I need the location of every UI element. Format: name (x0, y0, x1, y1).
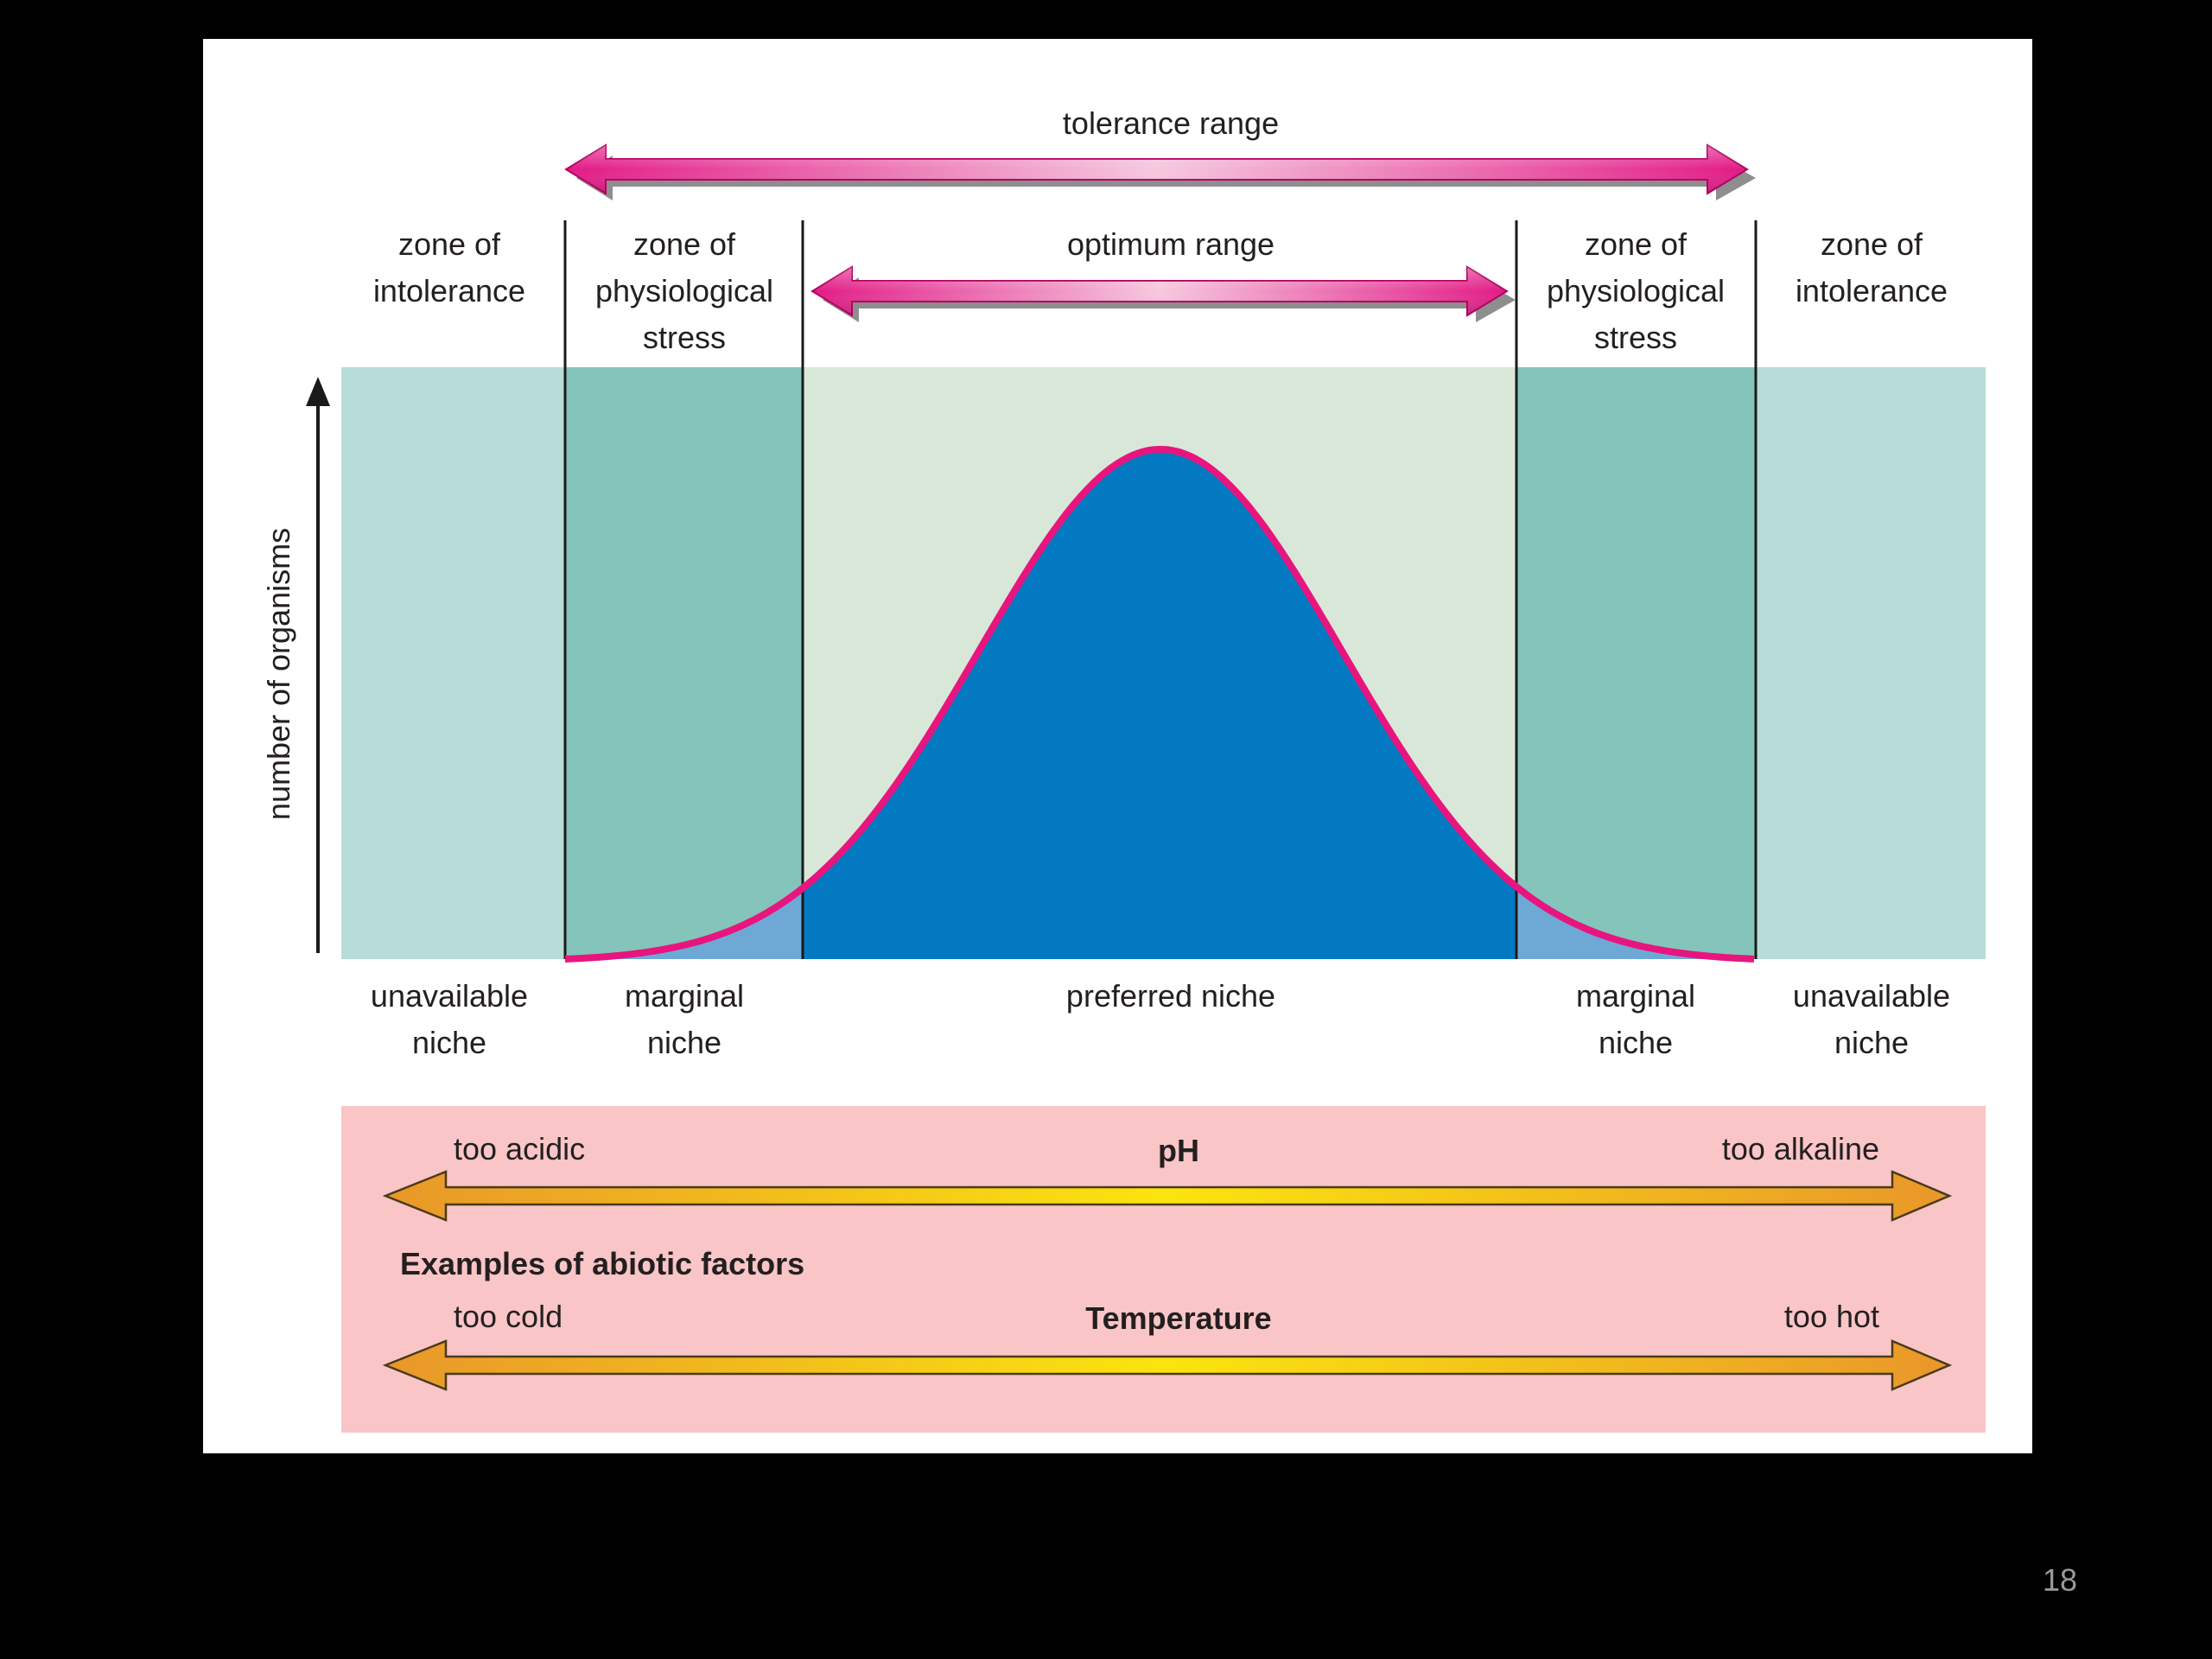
temperature-high-label: too hot (1783, 1299, 1879, 1334)
tolerance-range-label: tolerance range (1062, 105, 1280, 141)
tolerance-range-arrow (564, 143, 1756, 200)
optimum-range-arrow (810, 265, 1516, 322)
ph-low-label: too acidic (454, 1131, 586, 1166)
zone-band-left-intolerance (341, 367, 565, 959)
zone-label-right-stress: zone of physiological stress (1546, 226, 1726, 355)
niche-label-right-marginal: marginal niche (1575, 978, 1696, 1060)
abiotic-factors-panel (341, 1106, 1986, 1433)
ph-high-label: too alkaline (1721, 1131, 1879, 1166)
y-axis-label: number of organisms (261, 528, 296, 820)
temperature-low-label: too cold (454, 1299, 563, 1334)
niche-label-preferred: preferred niche (1065, 978, 1276, 1014)
temperature-arrow (382, 1339, 1953, 1391)
niche-label-left-unavailable: unavailable niche (370, 978, 529, 1060)
ph-arrow (382, 1170, 1953, 1222)
zone-label-left-intolerance: zone of intolerance (372, 226, 526, 308)
zone-band-right-stress (1516, 367, 1756, 959)
zone-label-right-intolerance: zone of intolerance (1795, 226, 1948, 308)
y-axis-arrow (306, 377, 330, 953)
abiotic-heading: Examples of abiotic factors (400, 1246, 805, 1281)
niche-label-right-unavailable: unavailable niche (1792, 978, 1951, 1060)
optimum-range-label: optimum range (1066, 226, 1275, 262)
zone-label-left-stress: zone of physiological stress (594, 226, 774, 355)
temperature-title: Temperature (1085, 1300, 1272, 1336)
ph-title: pH (1158, 1133, 1199, 1168)
niche-label-left-marginal: marginal niche (624, 978, 745, 1060)
zone-band-left-stress (565, 367, 803, 959)
population-curve (564, 445, 1755, 963)
zone-band-right-intolerance (1756, 367, 1986, 959)
slide-number: 18 (2043, 1562, 2078, 1598)
population-curve-fill (565, 449, 1756, 959)
